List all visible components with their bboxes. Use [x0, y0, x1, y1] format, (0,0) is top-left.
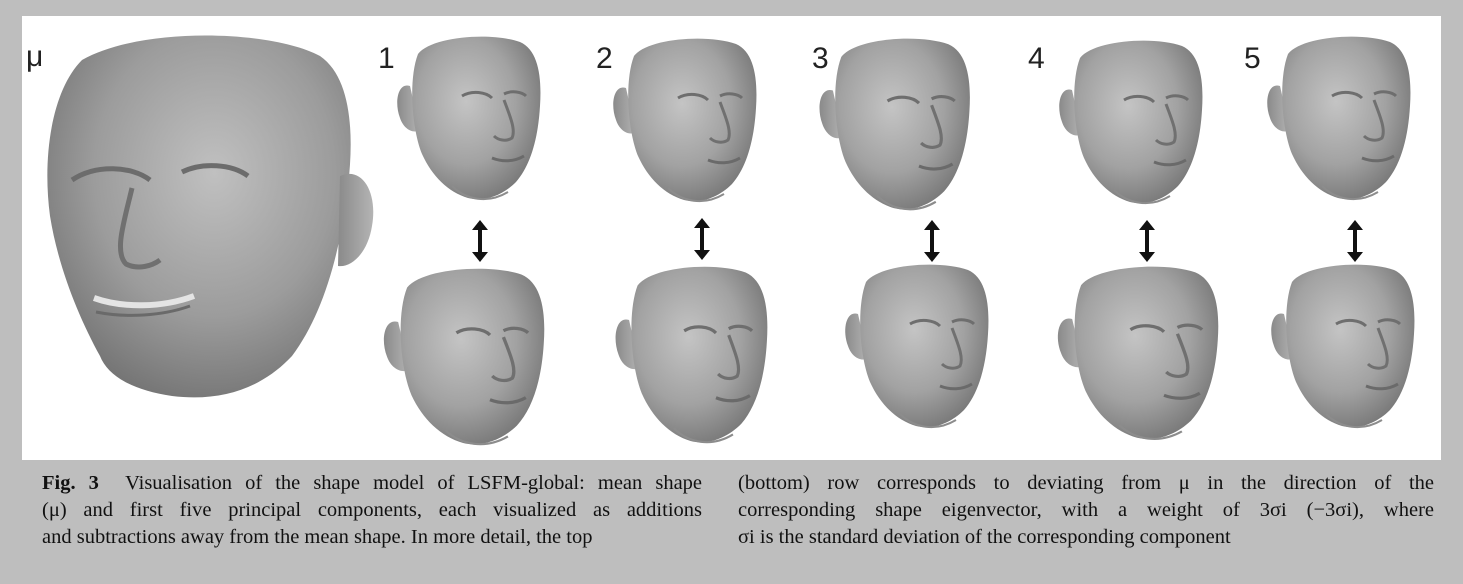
component-label-4: 4	[1028, 42, 1045, 75]
component-3-bottom	[843, 263, 990, 429]
component-label-3: 3	[812, 42, 829, 75]
figure-panel: μ 1 2 3 4 5	[22, 16, 1441, 460]
component-5-top	[1265, 35, 1412, 201]
arrow-5	[1345, 218, 1365, 264]
mean-label: μ	[26, 40, 44, 73]
caption-line-1-text: Visualisation of the shape model of LSFM…	[125, 472, 703, 494]
component-2-bottom	[613, 265, 769, 444]
arrow-4	[1137, 218, 1157, 264]
caption-line-1: Fig. 3 Visualisation of the shape model …	[42, 470, 702, 497]
caption-line-2: (μ) and first five principal components,…	[42, 499, 702, 521]
component-3-top	[817, 37, 972, 211]
component-5-bottom	[1269, 263, 1416, 429]
arrow-3	[922, 218, 942, 264]
component-label-2: 2	[596, 42, 613, 75]
caption-left-column: Fig. 3 Visualisation of the shape model …	[42, 470, 702, 551]
component-label-5: 5	[1244, 42, 1261, 75]
component-4-bottom	[1056, 265, 1220, 441]
faces-illustration	[47, 35, 1416, 446]
arrow-2	[692, 216, 712, 262]
component-1-top	[395, 35, 542, 201]
mean-face	[47, 35, 374, 398]
arrow-1	[470, 218, 490, 264]
caption-right-column: (bottom) row corresponds to deviating fr…	[738, 470, 1434, 551]
caption-line-3: and subtractions away from the mean shap…	[42, 526, 593, 548]
figure-label: Fig. 3	[42, 472, 99, 494]
caption-line-4: (bottom) row corresponds to deviating fr…	[738, 472, 1434, 494]
caption-line-5: corresponding shape eigenvector, with a …	[738, 499, 1434, 521]
component-2-top	[611, 37, 758, 203]
component-4-top	[1057, 39, 1204, 205]
component-1-bottom	[382, 267, 546, 446]
caption-line-6: σi is the standard deviation of the corr…	[738, 526, 1231, 548]
component-label-1: 1	[378, 42, 395, 75]
